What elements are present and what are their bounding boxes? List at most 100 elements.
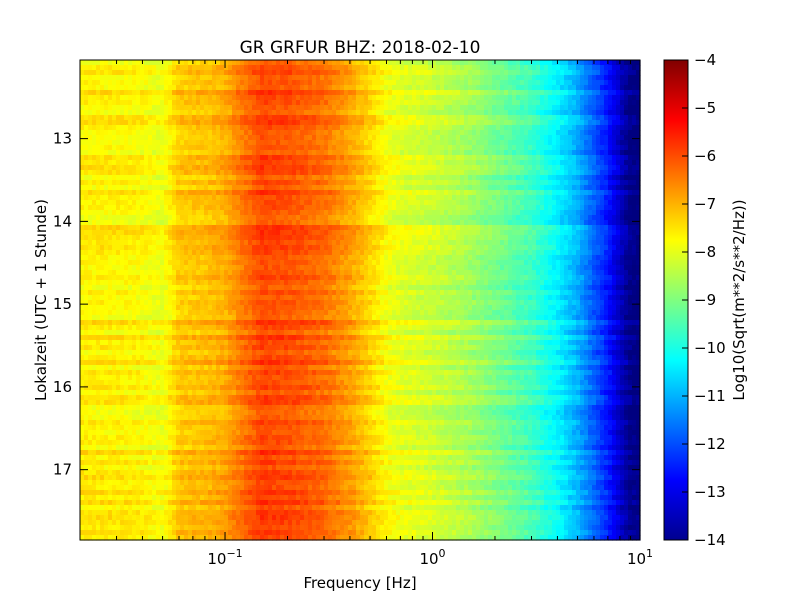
heatmap-cell <box>240 155 245 161</box>
heatmap-cell <box>264 410 269 416</box>
heatmap-cell <box>220 390 225 396</box>
heatmap-cell <box>224 115 229 121</box>
heatmap-cell <box>240 210 245 216</box>
heatmap-cell <box>80 65 85 71</box>
heatmap-cell <box>96 100 101 106</box>
heatmap-cell <box>100 440 105 446</box>
heatmap-cell <box>240 275 245 281</box>
heatmap-cell <box>200 515 205 521</box>
heatmap-cell <box>204 395 209 401</box>
heatmap-cell <box>244 235 249 241</box>
heatmap-cell <box>152 60 157 66</box>
heatmap-cell <box>100 90 105 96</box>
heatmap-cell <box>92 175 97 181</box>
heatmap-cell <box>92 115 97 121</box>
heatmap-cell <box>216 150 221 156</box>
heatmap-cell <box>148 295 153 301</box>
heatmap-cell <box>124 255 129 261</box>
heatmap-cell <box>228 80 233 86</box>
heatmap-cell <box>80 100 85 106</box>
heatmap-cell <box>204 420 209 426</box>
heatmap-cell <box>140 390 145 396</box>
heatmap-cell <box>280 60 285 66</box>
heatmap-cell <box>180 120 185 126</box>
heatmap-cell <box>144 450 149 456</box>
heatmap-cell <box>240 530 245 536</box>
heatmap-cell <box>124 150 129 156</box>
heatmap-cell <box>100 410 105 416</box>
heatmap-cell <box>284 465 289 471</box>
heatmap-cell <box>284 115 289 121</box>
heatmap-cell <box>192 325 197 331</box>
heatmap-cell <box>192 270 197 276</box>
heatmap-cell <box>220 310 225 316</box>
heatmap-cell <box>128 355 133 361</box>
heatmap-cell <box>280 175 285 181</box>
heatmap-cell <box>92 270 97 276</box>
heatmap-cell <box>260 380 265 386</box>
heatmap-cell <box>256 330 261 336</box>
heatmap-cell <box>216 490 221 496</box>
heatmap-cell <box>156 435 161 441</box>
heatmap-cell <box>264 285 269 291</box>
heatmap-cell <box>200 475 205 481</box>
heatmap-cell <box>104 185 109 191</box>
heatmap-cell <box>156 385 161 391</box>
heatmap-cell <box>244 65 249 71</box>
heatmap-cell <box>172 190 177 196</box>
heatmap-cell <box>204 290 209 296</box>
heatmap-cell <box>96 485 101 491</box>
heatmap-cell <box>192 95 197 101</box>
heatmap-cell <box>84 105 89 111</box>
heatmap-cell <box>120 505 125 511</box>
heatmap-cell <box>168 65 173 71</box>
heatmap-cell <box>112 405 117 411</box>
heatmap-cell <box>280 410 285 416</box>
heatmap-cell <box>268 280 273 286</box>
heatmap-cell <box>152 245 157 251</box>
heatmap-cell <box>200 510 205 516</box>
heatmap-cell <box>112 215 117 221</box>
heatmap-cell <box>200 495 205 501</box>
heatmap-cell <box>172 455 177 461</box>
heatmap-cell <box>240 255 245 261</box>
heatmap-cell <box>124 165 129 171</box>
heatmap-cell <box>96 260 101 266</box>
heatmap-cell <box>208 355 213 361</box>
heatmap-cell <box>256 110 261 116</box>
heatmap-cell <box>204 425 209 431</box>
heatmap-cell <box>152 505 157 511</box>
heatmap-cell <box>220 445 225 451</box>
heatmap-cell <box>192 250 197 256</box>
heatmap-cell <box>92 435 97 441</box>
heatmap-cell <box>180 70 185 76</box>
heatmap-cell <box>120 275 125 281</box>
heatmap-cell <box>240 105 245 111</box>
heatmap-cell <box>228 175 233 181</box>
heatmap-cell <box>108 60 113 66</box>
heatmap-cell <box>164 480 169 486</box>
heatmap-cell <box>256 430 261 436</box>
heatmap-cell <box>136 140 141 146</box>
heatmap-cell <box>272 325 277 331</box>
heatmap-cell <box>204 375 209 381</box>
heatmap-cell <box>128 375 133 381</box>
heatmap-cell <box>228 160 233 166</box>
heatmap-cell <box>240 370 245 376</box>
heatmap-cell <box>128 385 133 391</box>
heatmap-cell <box>280 470 285 476</box>
heatmap-cell <box>168 535 173 541</box>
heatmap-cell <box>172 160 177 166</box>
heatmap-cell <box>248 195 253 201</box>
heatmap-cell <box>124 200 129 206</box>
heatmap-cell <box>196 435 201 441</box>
heatmap-cell <box>156 140 161 146</box>
heatmap-cell <box>112 310 117 316</box>
heatmap-cell <box>188 170 193 176</box>
heatmap-cell <box>132 245 137 251</box>
heatmap-cell <box>184 215 189 221</box>
heatmap-cell <box>104 245 109 251</box>
heatmap-cell <box>160 190 165 196</box>
heatmap-cell <box>276 120 281 126</box>
heatmap-cell <box>152 235 157 241</box>
